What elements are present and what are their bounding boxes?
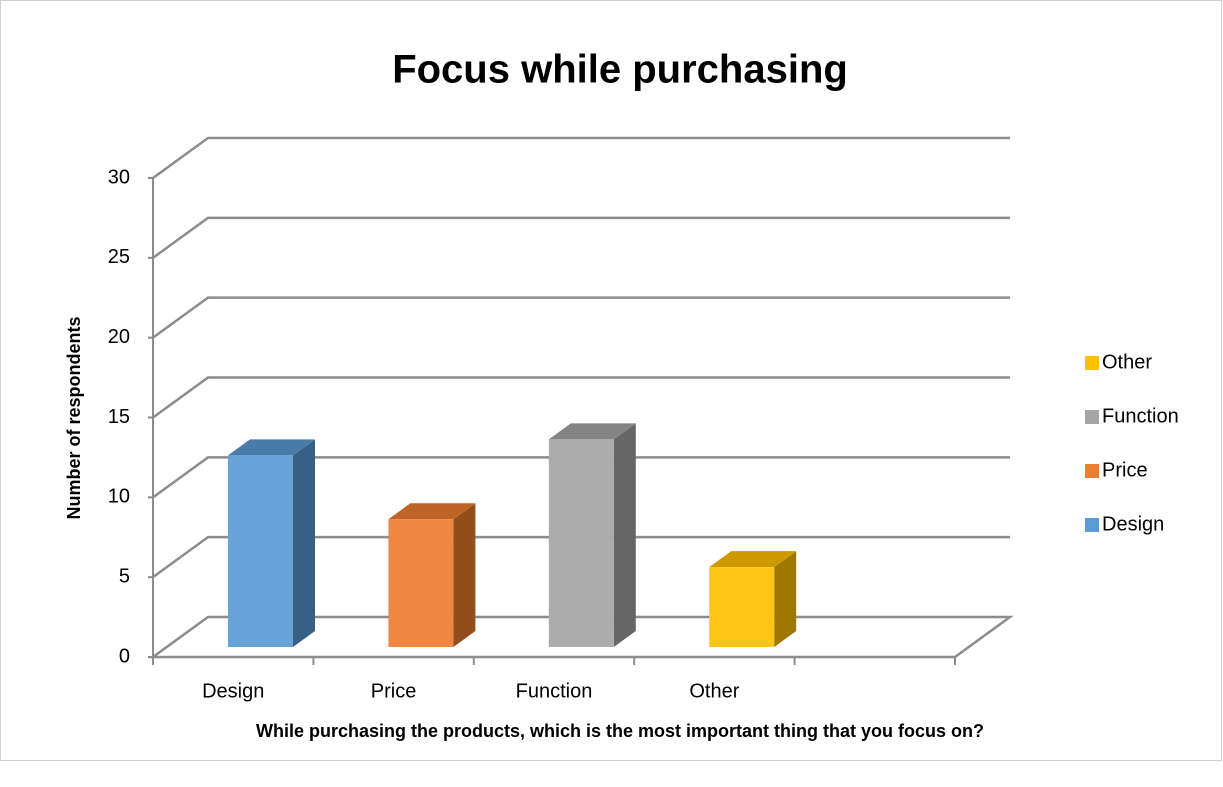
legend-swatch bbox=[1085, 356, 1099, 370]
bar-top bbox=[548, 423, 636, 440]
grid-line bbox=[152, 296, 1010, 339]
x-tick-label: Other bbox=[689, 680, 739, 702]
bar-top bbox=[709, 551, 797, 568]
legend-swatch bbox=[1085, 518, 1099, 532]
bar-side bbox=[293, 439, 315, 647]
chart-title: Focus while purchasing bbox=[392, 48, 848, 92]
grid-line bbox=[152, 376, 1010, 419]
legend-swatch bbox=[1085, 410, 1099, 424]
y-tick-label: 20 bbox=[108, 326, 130, 348]
bar bbox=[709, 567, 775, 647]
grid-line bbox=[152, 456, 1010, 499]
grid-line bbox=[152, 535, 1010, 579]
floor bbox=[149, 615, 1014, 659]
x-tick-label: Function bbox=[516, 680, 593, 702]
legend-swatch bbox=[1085, 464, 1099, 478]
bar-top bbox=[228, 439, 315, 456]
grid-line bbox=[152, 216, 1010, 259]
x-tick-label: Design bbox=[202, 680, 264, 702]
bar bbox=[548, 439, 614, 647]
y-axis-label: Number of respondents bbox=[64, 316, 84, 519]
y-tick-label: 30 bbox=[108, 166, 130, 188]
grid-line bbox=[152, 136, 1010, 180]
y-tick-label: 15 bbox=[108, 406, 130, 428]
x-axis-label: While purchasing the products, which is … bbox=[256, 721, 984, 741]
bar-side bbox=[774, 551, 797, 647]
x-tick-label: Price bbox=[371, 680, 417, 702]
legend-label: Function bbox=[1102, 405, 1179, 427]
legend-label: Price bbox=[1102, 459, 1148, 481]
legend-label: Design bbox=[1102, 513, 1164, 535]
legend-label: Other bbox=[1102, 351, 1152, 373]
bar bbox=[228, 455, 293, 647]
y-tick-label: 5 bbox=[119, 565, 130, 587]
bar-side bbox=[453, 503, 476, 647]
bar-top bbox=[388, 503, 476, 520]
y-tick-label: 10 bbox=[108, 486, 130, 508]
bar bbox=[388, 519, 454, 647]
y-tick-label: 25 bbox=[108, 246, 130, 268]
bar-side bbox=[613, 423, 636, 647]
y-tick-label: 0 bbox=[119, 645, 130, 667]
